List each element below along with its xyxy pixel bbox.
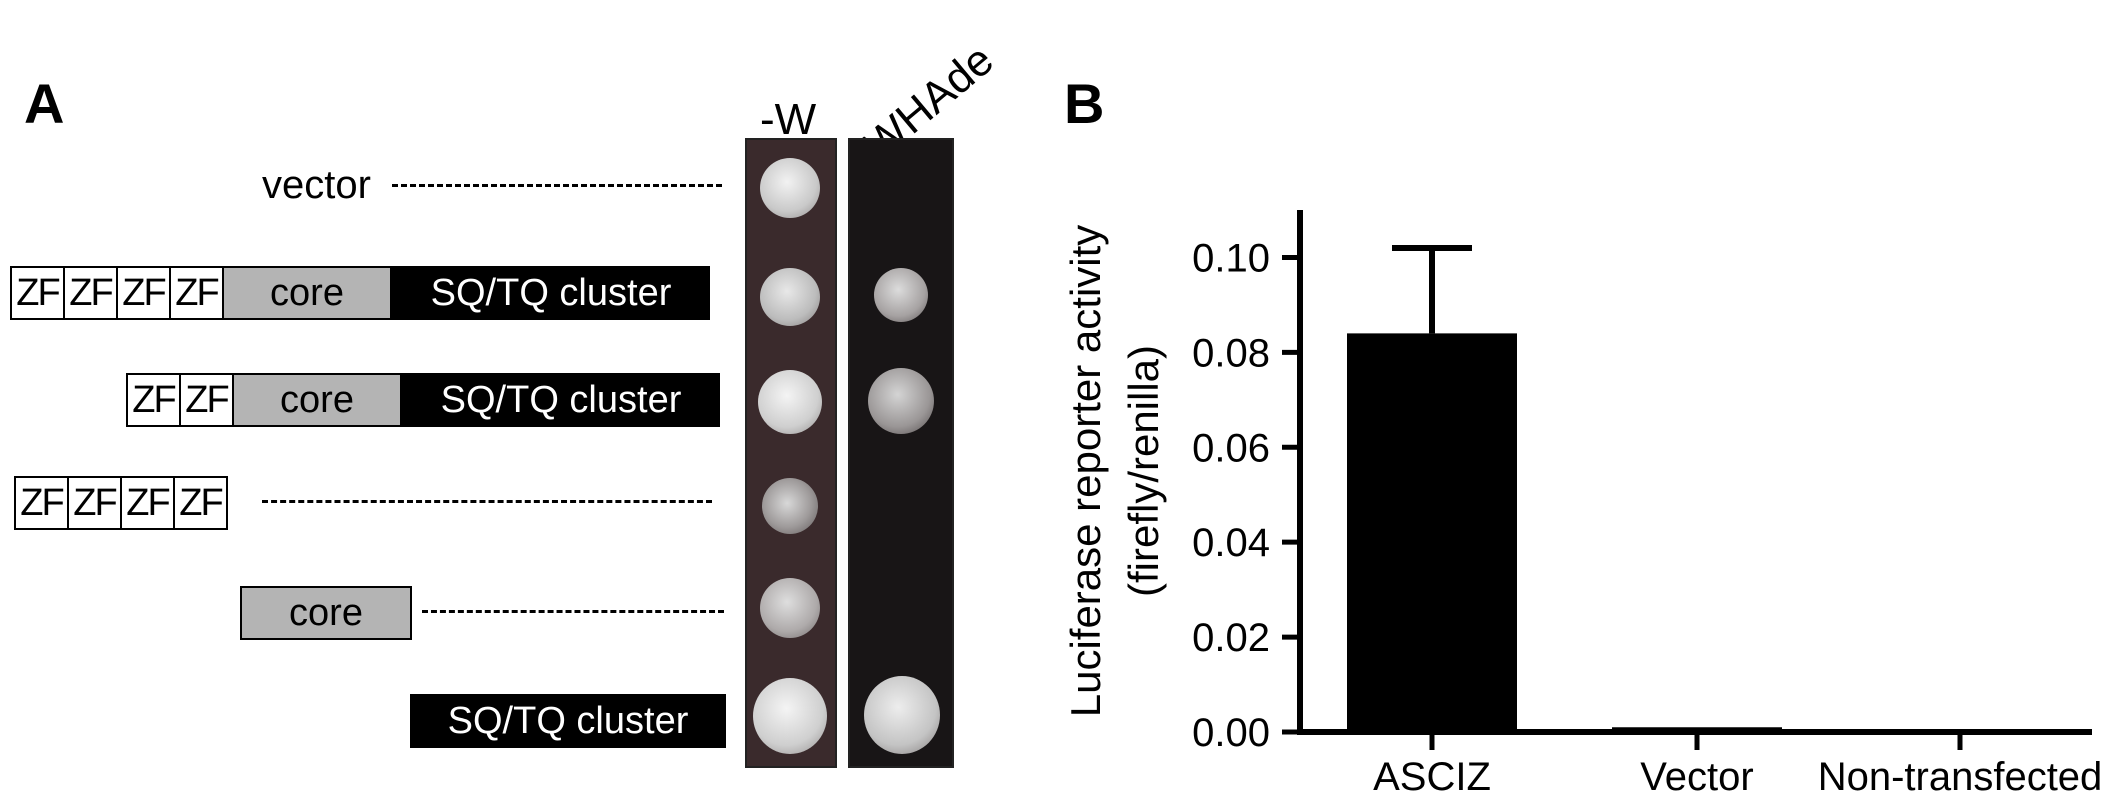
construct-zf4-only: ZF ZF ZF ZF <box>14 476 228 530</box>
sqtq-cluster-domain: SQ/TQ cluster <box>392 266 710 320</box>
x-tick-label: Non-transfected <box>1818 755 2103 799</box>
core-domain: core <box>240 586 412 640</box>
core-domain: core <box>232 373 402 427</box>
construct-full-length: ZF ZF ZF ZF core SQ/TQ cluster <box>10 266 710 320</box>
bar-asciz <box>1347 333 1517 732</box>
yeast-colony <box>760 578 820 638</box>
zf-domain: ZF <box>126 373 181 427</box>
plate-whade-strip <box>848 138 954 768</box>
zf-domain: ZF <box>169 266 224 320</box>
x-tick-label: Vector <box>1640 755 1753 799</box>
y-axis-subtitle: (firefly/renilla) <box>1120 345 1167 597</box>
yeast-colony <box>760 158 820 218</box>
construct-core-only: core <box>240 586 412 640</box>
zf-domain: ZF <box>67 476 122 530</box>
zf-domain: ZF <box>116 266 171 320</box>
yeast-colony <box>753 678 827 754</box>
sqtq-cluster-domain: SQ/TQ cluster <box>402 373 720 427</box>
zf4-dash-line <box>262 500 712 503</box>
vector-label: vector <box>262 163 371 207</box>
yeast-colony <box>874 268 928 322</box>
yeast-colony <box>864 676 940 754</box>
zf-domain: ZF <box>173 476 228 530</box>
zf-domain: ZF <box>179 373 234 427</box>
yeast-colony <box>758 370 822 434</box>
construct-zf2-core-sq: ZF ZF core SQ/TQ cluster <box>126 373 720 427</box>
y-axis-title: Luciferase reporter activity <box>1062 225 1109 718</box>
plate-w-strip <box>745 138 837 768</box>
panel-b-letter: B <box>1064 72 1105 135</box>
y-tick-label: 0.02 <box>1192 616 1270 660</box>
y-tick-label: 0.06 <box>1192 426 1270 470</box>
yeast-colony <box>760 268 820 326</box>
yeast-colony <box>762 478 818 534</box>
y-tick-label: 0.00 <box>1192 711 1270 755</box>
vector-dash-line <box>392 184 722 187</box>
construct-sq-only: SQ/TQ cluster <box>410 694 726 748</box>
panel-a-letter: A <box>24 72 65 135</box>
yeast-colony <box>868 368 934 434</box>
core-dash-line <box>422 610 724 613</box>
sqtq-cluster-domain: SQ/TQ cluster <box>410 694 726 748</box>
y-tick-label: 0.08 <box>1192 331 1270 375</box>
x-tick-label: ASCIZ <box>1373 755 1491 799</box>
y-tick-label: 0.10 <box>1192 236 1270 280</box>
column-header-w: -W <box>760 95 817 144</box>
core-domain: core <box>222 266 392 320</box>
y-tick-label: 0.04 <box>1192 521 1270 565</box>
